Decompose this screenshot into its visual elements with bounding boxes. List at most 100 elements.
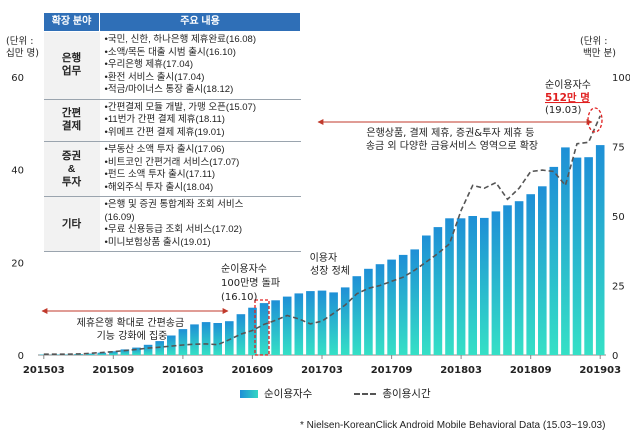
annotation-latest-title: 순이용자수 bbox=[545, 79, 591, 91]
bar-201505 bbox=[62, 354, 72, 355]
bar-201801 bbox=[433, 227, 443, 355]
bar-201609 bbox=[248, 307, 257, 355]
bar-201607 bbox=[225, 321, 234, 355]
annotation-early-phase: 제휴은행 확대로 간편송금 기능 강화에 집중 bbox=[77, 317, 188, 342]
table-row: 증권 & 투자 •부동산 소액 투자 출시(17.06) •비트코인 간편거래 서비… bbox=[43, 141, 301, 197]
bar-201705 bbox=[340, 287, 350, 355]
x-tick-label: 201809 bbox=[510, 365, 552, 376]
x-tick-label: 201709 bbox=[371, 365, 413, 376]
list-item: •적금/마이너스 통장 출시(18.12) bbox=[104, 84, 234, 95]
left-axis-label: (단위 : 십만 명) bbox=[6, 35, 39, 59]
bar-201701 bbox=[294, 293, 304, 355]
list-item: •위메프 간편 결제 제휴(19.01) bbox=[104, 126, 225, 138]
legend-bar-swatch bbox=[240, 389, 258, 398]
latest-value-highlight bbox=[587, 107, 603, 133]
legend-line-label: 총이용시간 bbox=[382, 388, 431, 400]
bar-201804 bbox=[468, 216, 477, 355]
bar-201806 bbox=[491, 211, 501, 355]
bar-201807 bbox=[503, 205, 512, 355]
x-tick-label: 201903 bbox=[579, 365, 621, 376]
list-item: •국민, 신한, 하나은행 제휴완료(16.08) bbox=[104, 34, 257, 45]
bar-201610 bbox=[259, 303, 269, 355]
bar-201811 bbox=[549, 166, 559, 355]
bar-201608 bbox=[236, 314, 246, 355]
table-items-banking: •국민, 신한, 하나은행 제휴완료(16.08) •소액/목돈 대출 시범 출… bbox=[99, 31, 301, 100]
x-tick-label: 201603 bbox=[162, 365, 204, 376]
list-item: •해외주식 투자 출시(18.04) bbox=[104, 181, 214, 193]
annotation-latest-date: (19.03) bbox=[545, 105, 582, 116]
x-tick-label: 201609 bbox=[232, 365, 274, 376]
bar-201711 bbox=[410, 249, 419, 355]
bar-201712 bbox=[422, 235, 431, 355]
legend-bar-label: 순이용자수 bbox=[264, 388, 313, 400]
bar-201707 bbox=[364, 268, 373, 355]
bar-201809 bbox=[526, 194, 535, 355]
table-items-payment: •간편결제 모듈 개발, 가맹 오픈(15.07) •11번가 간편 결제 제휴… bbox=[99, 98, 301, 142]
bar-201507 bbox=[85, 353, 95, 355]
left-tick-label: 40 bbox=[11, 166, 24, 177]
bar-201602 bbox=[167, 335, 176, 355]
right-tick-label: 100 bbox=[612, 73, 630, 84]
right-tick-label: 50 bbox=[612, 212, 625, 223]
milestone-highlight-box bbox=[254, 299, 270, 356]
bar-201706 bbox=[352, 276, 362, 355]
right-tick-label: 25 bbox=[612, 282, 625, 293]
bar-201611 bbox=[271, 300, 280, 355]
table-items-investment: •부동산 소액 투자 출시(17.06) •비트코인 간편거래 서비스(17.0… bbox=[99, 141, 301, 197]
bar-201903 bbox=[595, 145, 605, 355]
right-tick-label: 75 bbox=[612, 143, 625, 154]
table-category-investment: 증권 & 투자 bbox=[43, 141, 100, 197]
chart-legend: 순이용자수 총이용시간 bbox=[240, 386, 431, 401]
bar-201710 bbox=[398, 254, 408, 355]
list-item: •간편결제 모듈 개발, 가맹 오픈(15.07) bbox=[104, 101, 257, 113]
table-category-payment: 간편 결제 bbox=[43, 98, 100, 142]
list-item: (16.09) bbox=[104, 211, 135, 223]
list-item: •환전 서비스 출시(17.04) bbox=[104, 71, 205, 83]
table-category-other: 기타 bbox=[43, 196, 100, 252]
bar-201805 bbox=[480, 217, 489, 355]
left-tick-label: 0 bbox=[18, 351, 24, 362]
list-item: •무료 신용등급 조회 서비스(17.02) bbox=[104, 224, 243, 235]
legend-line-swatch bbox=[354, 392, 377, 395]
list-item: •은행 및 증권 통합계좌 조회 서비스 bbox=[104, 199, 244, 210]
expansion-table: 확장 분야 주요 내용 은행 업무 •국민, 신한, 하나은행 제휴완료(16.0… bbox=[43, 12, 301, 252]
bar-201808 bbox=[514, 201, 524, 355]
bar-201510 bbox=[120, 349, 130, 355]
bar-201901 bbox=[572, 157, 582, 355]
bar-201708 bbox=[375, 264, 385, 355]
bar-201810 bbox=[538, 186, 547, 355]
list-item: •11번가 간편 결제 제휴(18.11) bbox=[104, 114, 225, 125]
table-row: 은행 업무 •국민, 신한, 하나은행 제휴완료(16.08) •소액/목돈 대출… bbox=[43, 31, 301, 100]
bar-201902 bbox=[584, 157, 593, 355]
annotation-expansion-phase: 은행상품, 결제 제휴, 증권&투자 제휴 등 송금 외 다양한 금융서비스 영… bbox=[366, 127, 538, 152]
bar-201803 bbox=[456, 218, 466, 355]
bar-201604 bbox=[190, 324, 199, 355]
left-tick-label: 20 bbox=[11, 258, 24, 269]
bar-201704 bbox=[329, 292, 338, 355]
bar-201703 bbox=[317, 290, 327, 355]
list-item: •우리은행 제휴(17.04) bbox=[104, 59, 194, 70]
source-note: * Nielsen-KoreanClick Android Mobile Beh… bbox=[300, 420, 606, 431]
bar-201601 bbox=[155, 341, 164, 355]
list-item: •펀드 소액 투자 출시(17.11) bbox=[104, 169, 216, 180]
annotation-stagnation: 이용자 성장 정체 bbox=[310, 252, 350, 277]
x-tick-label: 201503 bbox=[23, 365, 65, 376]
x-tick-label: 201509 bbox=[92, 365, 134, 376]
bar-201509 bbox=[109, 351, 118, 355]
table-row: 간편 결제 •간편결제 모듈 개발, 가맹 오픈(15.07) •11번가 간편 … bbox=[43, 98, 301, 142]
right-tick-label: 0 bbox=[612, 351, 618, 362]
table-header-row: 확장 분야 주요 내용 bbox=[43, 12, 301, 32]
annotation-milestone: 순이용자수 100만명 돌파 (16.10) bbox=[221, 263, 283, 303]
bar-201812 bbox=[561, 147, 570, 355]
x-tick-label: 201803 bbox=[440, 365, 482, 376]
bar-201606 bbox=[213, 323, 222, 355]
table-header-content: 주요 내용 bbox=[99, 12, 301, 32]
bar-201709 bbox=[387, 259, 396, 355]
list-item: •소액/목돈 대출 시범 출시(16.10) bbox=[104, 46, 236, 58]
series-line-total-time bbox=[43, 115, 601, 356]
left-tick-label: 60 bbox=[11, 73, 24, 84]
list-item: •미니보험상품 출시(19.01) bbox=[104, 236, 211, 248]
bar-201605 bbox=[201, 322, 211, 355]
list-item: •비트코인 간편거래 서비스(17.07) bbox=[104, 156, 240, 168]
right-axis-label: (단위 : 백만 분) bbox=[580, 35, 616, 59]
